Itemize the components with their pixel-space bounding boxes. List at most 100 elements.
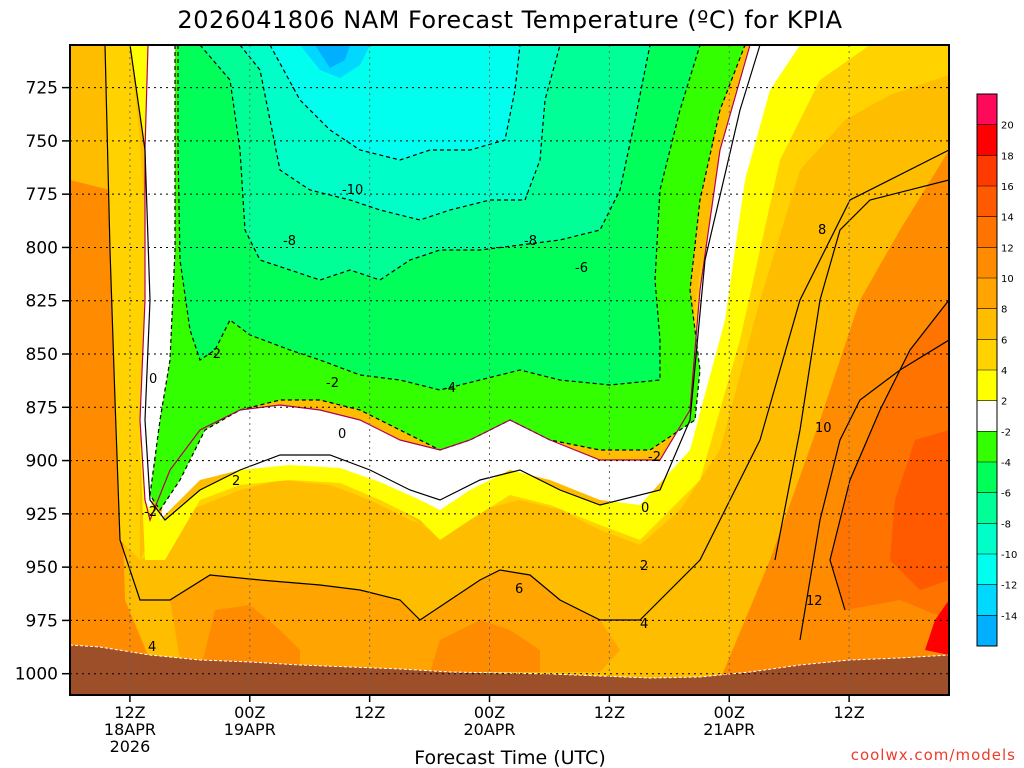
colorbar-label: 14 [1001,213,1014,224]
contour-labels: -10 -8 -8 -6 -2 -2 -4 0 0 0 -2 -2 -2 2 2… [144,183,832,655]
contour-minus4 [177,45,701,391]
contour-label: 4 [148,640,156,655]
y-tick-label: 875 [26,398,58,418]
colorbar-label: -14 [1001,611,1017,622]
contour-label: -2 [326,376,339,391]
plot-area [70,45,949,695]
x-tick-label: 20APR [463,720,515,739]
y-tick-label: 825 [26,292,58,312]
chart-title: 2026041806 NAM Forecast Temperature (ºC)… [177,6,842,34]
contour-plus12 [829,299,949,611]
contour-label: 0 [641,501,649,516]
shading-lower-deeper-orange [200,605,540,672]
colorbar-label: -4 [1001,458,1011,469]
y-tick-label: 975 [26,611,58,631]
contour-label: 2 [640,559,648,574]
colorbar-swatch [977,554,997,586]
x-tick-label: 12Z [114,703,145,722]
colorbar-swatch [977,124,997,156]
y-tick-label: 850 [26,345,58,365]
colorbar-swatch [977,584,997,616]
y-tick-label: 725 [26,79,58,99]
y-tick-label: 800 [26,238,58,258]
colorbar-label: 20 [1001,121,1014,132]
colorbar-label: 8 [1001,305,1007,316]
shading-14-band-right [890,430,949,590]
contour-label: 4 [640,617,648,632]
colorbar-swatch [977,308,997,340]
colorbar-swatch [977,186,997,218]
x-tick-label: 18APR [104,720,156,739]
x-tick-label: 12Z [833,703,864,722]
contour-plus4 [104,45,949,621]
colorbar-swatch [977,247,997,279]
contour-minus8 [239,45,561,221]
contour-label: -2 [208,347,221,362]
y-tick-label: 1000 [15,665,58,685]
contour-label: -8 [283,234,296,249]
contour-label: -2 [144,505,157,520]
y-tick-label: 925 [26,505,58,525]
colorbar-swatch [977,339,997,371]
contour-label: 10 [815,421,832,436]
x-tick-label: 00Z [714,703,745,722]
contour-label: -6 [575,261,588,276]
contour-label: -4 [443,381,456,396]
contour-label: -8 [524,234,537,249]
colorbar-swatch [977,492,997,524]
plot-frame [69,44,950,696]
colorbar-label: -12 [1001,581,1017,592]
credit-text: coolwx.com/models [851,746,1016,764]
colorbar-label: 18 [1001,151,1014,162]
colorbar-swatch [977,462,997,494]
colorbar-label: -6 [1001,489,1011,500]
colorbar-swatch [977,278,997,310]
colorbar-label: -10 [1001,550,1017,561]
contour-label: 0 [149,372,157,387]
shading-16-corner [925,600,949,655]
colorbar-swatch [977,216,997,248]
colorbar-swatch [977,400,997,432]
grid [70,45,949,695]
y-tick-label: 950 [26,558,58,578]
colorbar-label: -8 [1001,519,1011,530]
shading-far-warm-left [70,180,150,670]
colorbar-label: 12 [1001,243,1014,254]
colorbar-label: 6 [1001,335,1007,346]
colorbar-label: 4 [1001,366,1007,377]
contour-plus10 [799,339,949,641]
colorbar-swatch [977,94,997,126]
colorbar: 20 18 16 14 12 10 8 6 4 2 -2 -4 -6 -8 -10 -12 -14 [976,93,1017,647]
y-tick-label: 900 [26,452,58,472]
contour-label: 12 [806,594,823,609]
x-axis-label: Forecast Time (UTC) [414,747,605,768]
x-tick-label: 12Z [354,703,385,722]
x-tick-label: 19APR [224,720,276,739]
colorbar-swatch [977,370,997,402]
x-tick-label: 12Z [594,703,625,722]
contour-label: 8 [818,223,826,238]
contour-label: -2 [648,450,661,465]
colorbar-swatch [977,615,997,647]
x-tick-label: 00Z [234,703,265,722]
contour-label: -10 [342,183,363,198]
shading-minus14-blue [315,45,350,68]
y-axis: 725 750 775 800 825 850 875 900 925 950 975 1000 [15,79,70,685]
contour-label: 2 [232,474,240,489]
contour-minus10 [269,45,521,161]
contour-zero [139,45,751,522]
shading-near-zero-white [140,45,800,520]
x-tick-label: 2026 [110,737,151,756]
colorbar-label: -2 [1001,427,1011,438]
colorbar-swatch [977,523,997,555]
y-tick-label: 750 [26,132,58,152]
contour-label: 0 [338,427,346,442]
contour-plus8 [774,179,949,561]
contour-lines [104,45,949,641]
contour-plus2 [129,45,761,521]
x-tick-label: 00Z [474,703,505,722]
colorbar-label: 2 [1001,397,1007,408]
contour-minus6 [199,45,651,281]
